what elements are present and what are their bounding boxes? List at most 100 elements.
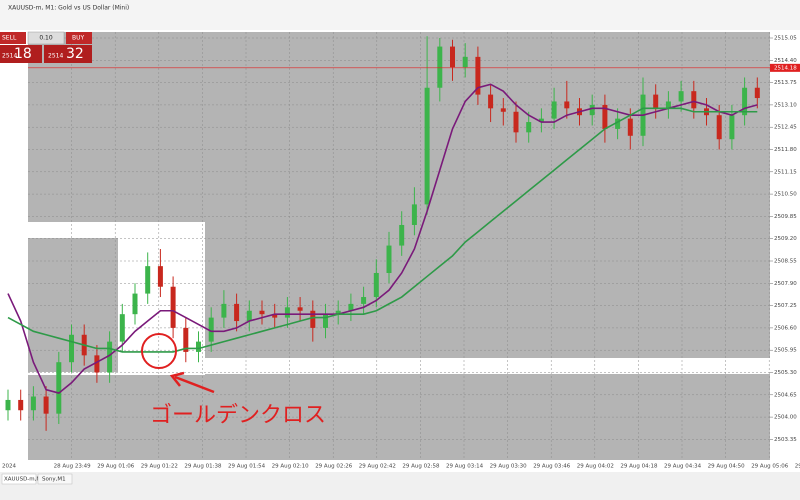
candle-body (742, 87, 748, 116)
candle-body (361, 297, 367, 304)
candle-body (373, 273, 379, 298)
candle-body (678, 91, 684, 102)
ask-box[interactable] (44, 45, 92, 63)
x-tick-label: 29 Aug 05:06 (751, 464, 789, 470)
candle-body (754, 87, 760, 99)
candle-body (450, 46, 455, 68)
y-tick-label: 2507.25 (774, 303, 797, 309)
candle-body (170, 286, 176, 328)
moving-average (7, 107, 758, 353)
chart-header (0, 0, 800, 30)
x-tick-label: 29 Aug 02:58 (402, 464, 440, 470)
candle-body (729, 115, 735, 140)
candle-body (475, 56, 481, 95)
candle-body (18, 399, 24, 411)
y-tick-label: 2515.05 (774, 36, 797, 42)
x-tick-label: 29 Aug 04:18 (620, 464, 658, 470)
x-tick-label: 29 Aug 04:50 (708, 464, 746, 470)
candle-body (691, 91, 697, 109)
tab-label[interactable]: XAUUSD-m,M1 (4, 477, 45, 483)
candle-body (653, 94, 659, 109)
candle-body (551, 101, 557, 119)
candle-body (56, 362, 62, 414)
buy-label[interactable]: BUY (72, 35, 85, 42)
tab-bar (0, 472, 800, 500)
candle-body (411, 204, 417, 225)
tab-label[interactable]: Sony,M1 (42, 477, 66, 483)
symbol-title: XAUUSD-m, M1: Gold vs US Dollar (Mini) (8, 5, 129, 12)
sell-label[interactable]: SELL (2, 35, 17, 42)
bid-box[interactable] (0, 45, 42, 63)
y-tick-label: 2513.75 (774, 80, 797, 86)
candle-body (119, 314, 125, 342)
candle-body (488, 94, 494, 109)
white-area (28, 222, 205, 238)
ask-small: 32 (66, 46, 84, 62)
candle-body (183, 327, 189, 352)
candle-body (564, 101, 570, 109)
x-tick-label: 29 Aug 01:38 (184, 464, 222, 470)
buy-button[interactable] (66, 32, 92, 44)
candle-body (602, 104, 608, 129)
x-tick-label: 29 Aug 01:22 (141, 464, 178, 470)
current-price-label: 2514.18 (774, 65, 797, 71)
bid-small: 18 (14, 46, 32, 62)
y-tick-label: 2503.35 (774, 437, 797, 443)
x-tick-label: 29 Aug 05:22 (795, 464, 800, 470)
candle-body (272, 314, 278, 318)
white-area (28, 372, 118, 375)
candle-body (297, 307, 303, 311)
candle-body (69, 334, 74, 363)
y-tick-label: 2504.65 (774, 392, 797, 398)
sell-button[interactable] (0, 32, 26, 44)
lot-value[interactable]: 0.10 (39, 35, 53, 42)
candle-body (386, 245, 392, 274)
ask-big: 2514 (48, 53, 63, 60)
y-tick-label: 2511.80 (774, 147, 797, 153)
candle-body (716, 115, 722, 140)
tab[interactable] (37, 473, 73, 485)
x-tick-label: 29 Aug 04:02 (577, 464, 614, 470)
y-tick-label: 2505.95 (774, 348, 797, 354)
lot-input[interactable] (27, 31, 65, 45)
x-tick-label: 29 Aug 01:54 (228, 464, 266, 470)
candle-body (157, 266, 163, 287)
candle-body (615, 118, 621, 129)
candle-body (145, 266, 151, 294)
y-tick-label: 2513.10 (774, 102, 797, 108)
candle-body (234, 303, 240, 322)
candle-body (589, 104, 595, 116)
arrow-head (169, 371, 185, 387)
x-tick-label: 29 Aug 02:10 (272, 464, 310, 470)
candle-body (665, 101, 671, 109)
candle-body (399, 224, 405, 246)
candle-body (323, 314, 328, 328)
y-tick-label: 2511.15 (774, 169, 797, 175)
bid-big: 2514 (2, 53, 17, 60)
candle-body (30, 396, 36, 411)
highlight-circle (141, 333, 177, 369)
candle-body (132, 293, 138, 315)
x-tick-label: 29 Aug 03:14 (446, 464, 484, 470)
y-tick-label: 2512.45 (774, 125, 797, 131)
candle-body (424, 87, 430, 205)
candle-body (500, 108, 506, 112)
y-tick-label: 2514.40 (774, 58, 797, 64)
x-tick-label: 2024 (2, 464, 16, 470)
candle-body (348, 303, 354, 311)
y-tick-label: 2505.30 (774, 370, 797, 376)
candle-body (43, 396, 49, 414)
candle-body (284, 307, 290, 318)
candle-body (208, 317, 214, 342)
annotation: ゴールデンクロス (150, 403, 326, 428)
tab[interactable] (1, 473, 37, 485)
candle-body (5, 399, 11, 411)
y-tick-label: 2510.50 (774, 192, 797, 198)
candle-body (246, 310, 252, 322)
y-tick-label: 2509.20 (774, 236, 797, 242)
x-tick-label: 29 Aug 02:42 (359, 464, 396, 470)
y-tick-label: 2509.85 (774, 214, 797, 220)
x-tick-label: 29 Aug 04:34 (664, 464, 702, 470)
white-area (118, 358, 770, 374)
y-tick-label: 2504.00 (774, 415, 797, 421)
